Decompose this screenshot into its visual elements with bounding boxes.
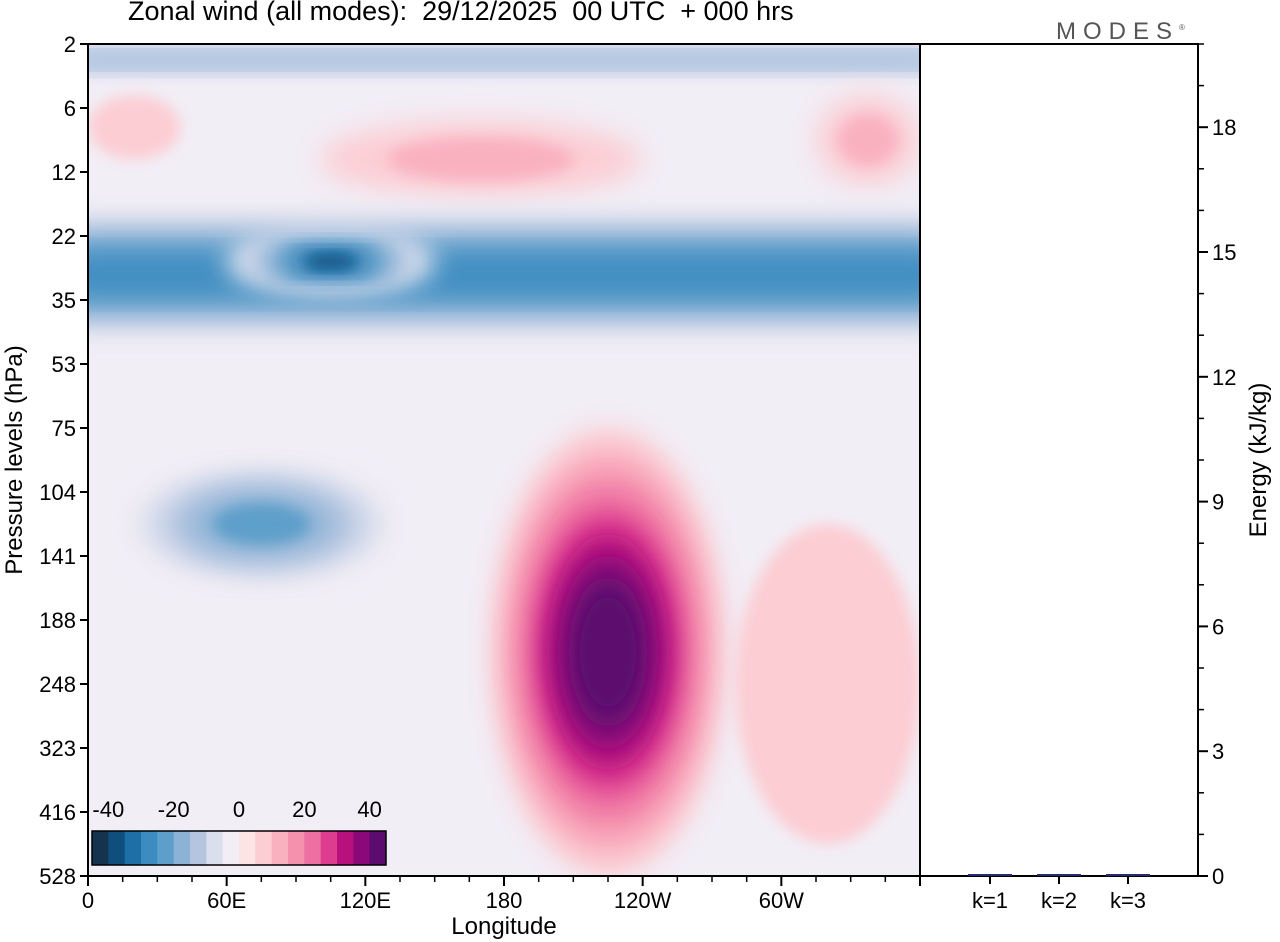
colorbar-swatch	[271, 831, 289, 865]
x-axis-label: Longitude	[451, 913, 556, 940]
y-tick-label: 188	[39, 608, 76, 633]
colorbar-swatch	[222, 831, 240, 865]
energy-tick-label: 15	[1212, 240, 1236, 265]
energy-panel: 0 3 6 9 12 15 18 k=1 k=2 k=3	[919, 43, 1236, 913]
colorbar-swatch	[108, 831, 126, 865]
y-tick-label: 528	[39, 864, 76, 889]
colorbar: -40 -20 0 20 40	[91, 797, 387, 866]
y-tick-label: 53	[52, 352, 76, 377]
colorbar-swatch	[157, 831, 175, 865]
colorbar-swatch	[320, 831, 338, 865]
energy-frame	[919, 43, 1199, 877]
colorbar-swatch	[92, 831, 109, 865]
y-tick-label: 22	[52, 224, 76, 249]
wind-contour-field	[88, 44, 920, 876]
energy-cat-label: k=2	[1041, 888, 1077, 913]
energy-axis-label: Energy (kJ/kg)	[1245, 383, 1272, 538]
energy-tick-label: 3	[1212, 739, 1224, 764]
energy-axis: 0 3 6 9 12 15 18	[1198, 43, 1236, 889]
x-tick-label: 60E	[207, 888, 246, 913]
energy-tick-label: 18	[1212, 115, 1236, 140]
contour-region	[735, 524, 920, 844]
y-tick-label: 104	[39, 480, 76, 505]
energy-tick-label: 6	[1212, 614, 1224, 639]
x-tick-label: 120E	[340, 888, 391, 913]
energy-bar	[1037, 874, 1081, 876]
brand-logo: MODES®	[1056, 18, 1185, 45]
contour-region	[304, 255, 358, 269]
colorbar-label: 40	[357, 797, 381, 822]
longitude-axis: 0 60E 120E 180 120W 60W	[82, 876, 921, 913]
colorbar-swatch	[124, 831, 142, 865]
y-tick-label: 416	[39, 800, 76, 825]
colorbar-swatch	[369, 831, 387, 865]
colorbar-label: 20	[292, 797, 316, 822]
y-tick-label: 12	[52, 160, 76, 185]
y-tick-label: 323	[39, 736, 76, 761]
colorbar-swatch	[239, 831, 256, 865]
y-tick-label: 6	[64, 96, 76, 121]
colorbar-label: -20	[158, 797, 190, 822]
energy-tick-label: 0	[1212, 864, 1224, 889]
energy-bar	[968, 874, 1012, 876]
y-axis-label: Pressure levels (hPa)	[1, 345, 28, 574]
contour-region	[579, 597, 637, 707]
energy-tick-label: 12	[1212, 365, 1236, 390]
y-tick-label: 2	[64, 32, 76, 57]
colorbar-label: -40	[92, 797, 124, 822]
colorbar-label: 0	[233, 797, 245, 822]
energy-cat-label: k=3	[1110, 888, 1146, 913]
y-tick-label: 141	[39, 544, 76, 569]
contour-region	[88, 95, 181, 160]
x-tick-label: 0	[82, 888, 94, 913]
energy-tick-label: 9	[1212, 490, 1224, 515]
contour-region	[838, 114, 898, 166]
colorbar-swatch	[337, 831, 354, 865]
energy-cat-label: k=1	[972, 888, 1008, 913]
colorbar-swatch	[173, 831, 191, 865]
colorbar-swatch	[206, 831, 224, 865]
colorbar-swatch	[190, 831, 207, 865]
colorbar-swatch	[353, 831, 371, 865]
colorbar-swatch	[255, 831, 273, 865]
x-tick-label: 60W	[759, 888, 804, 913]
colorbar-swatch	[304, 831, 322, 865]
colorbar-swatch	[141, 831, 158, 865]
contour-region	[213, 503, 310, 545]
contour-region	[88, 54, 920, 66]
x-tick-label: 120W	[614, 888, 672, 913]
energy-bar	[1106, 874, 1150, 876]
pressure-axis: 2 6 12 22 35 53 75 104 141 188 248 323 416 528	[39, 32, 88, 889]
y-tick-label: 248	[39, 672, 76, 697]
contour-region	[387, 137, 574, 182]
y-tick-label: 35	[52, 288, 76, 313]
colorbar-swatch	[288, 831, 305, 865]
contour-region	[88, 255, 920, 294]
x-tick-label: 180	[486, 888, 523, 913]
chart-title: Zonal wind (all modes): 29/12/2025 00 UT…	[128, 0, 794, 26]
y-tick-label: 75	[52, 416, 76, 441]
